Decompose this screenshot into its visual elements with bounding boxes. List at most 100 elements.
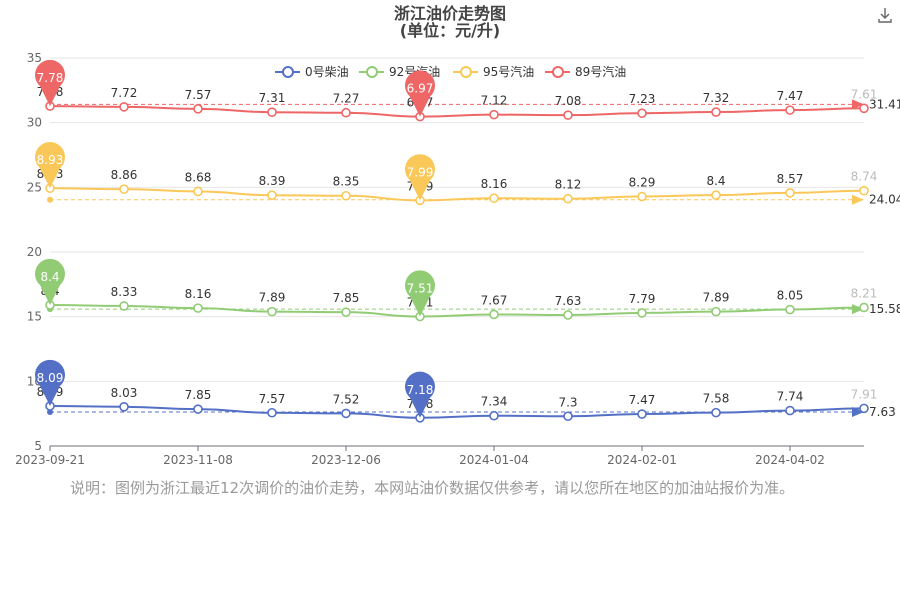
data-point bbox=[859, 403, 869, 414]
data-label: 7.34 bbox=[481, 395, 508, 409]
data-point bbox=[267, 407, 277, 418]
average-start-dot bbox=[47, 196, 53, 203]
data-point bbox=[711, 190, 721, 200]
min-pin-shape bbox=[404, 70, 435, 117]
y-tick-label: 35 bbox=[27, 51, 42, 65]
max-pin-label: 8.09 bbox=[37, 371, 64, 385]
average-arrow bbox=[852, 406, 864, 417]
data-point bbox=[637, 308, 647, 318]
data-label: 8.74 bbox=[851, 170, 878, 184]
data-label: 8.35 bbox=[333, 175, 360, 189]
data-point bbox=[785, 304, 795, 315]
min-pin-label: 7.99 bbox=[407, 165, 434, 179]
data-label: 7.74 bbox=[777, 390, 804, 404]
data-point bbox=[193, 404, 203, 414]
data-label: 7.23 bbox=[629, 92, 656, 106]
legend-marker bbox=[366, 66, 378, 78]
min-pin: 7.51 bbox=[404, 270, 435, 317]
data-label: 8.05 bbox=[777, 289, 804, 303]
legend-item[interactable]: 95号汽油 bbox=[453, 64, 534, 79]
chart-subtitle: (单位：元/升) bbox=[399, 21, 501, 40]
data-label: 7.63 bbox=[555, 294, 582, 308]
data-label: 7.27 bbox=[333, 92, 360, 106]
data-point bbox=[859, 185, 869, 196]
data-point bbox=[119, 301, 129, 311]
data-point bbox=[193, 186, 203, 197]
min-pin-shape bbox=[404, 371, 435, 418]
min-pin: 7.99 bbox=[404, 154, 435, 201]
data-label: 7.57 bbox=[259, 392, 286, 406]
min-pin-shape bbox=[404, 154, 435, 201]
data-point bbox=[859, 103, 869, 114]
data-label: 8.03 bbox=[111, 386, 138, 400]
data-point bbox=[489, 109, 499, 120]
data-point bbox=[193, 303, 203, 313]
data-point bbox=[563, 110, 573, 120]
data-label: 7.58 bbox=[703, 392, 730, 406]
data-label: 7.72 bbox=[111, 86, 138, 100]
y-tick-label: 25 bbox=[27, 180, 42, 194]
x-tick-label: 2024-04-02 bbox=[755, 453, 825, 467]
footnote: 说明：图例为浙江最近12次调价的油价走势，本网站油价数据仅供参考，请以您所在地区… bbox=[70, 479, 795, 497]
data-label: 7.08 bbox=[555, 94, 582, 108]
max-pin-label: 8.4 bbox=[40, 270, 59, 284]
data-label: 7.32 bbox=[703, 91, 730, 105]
data-point bbox=[267, 306, 277, 317]
max-pin-label: 8.93 bbox=[37, 153, 64, 167]
data-label: 8.21 bbox=[851, 286, 878, 300]
data-label: 7.67 bbox=[481, 293, 508, 307]
max-pin-shape bbox=[35, 359, 65, 407]
legend-marker bbox=[460, 66, 472, 78]
legend-item[interactable]: 0号柴油 bbox=[275, 65, 349, 79]
data-point bbox=[341, 408, 351, 419]
average-label: 15.58 bbox=[869, 302, 900, 316]
data-label: 7.85 bbox=[333, 291, 360, 305]
data-point bbox=[785, 405, 795, 416]
data-point bbox=[193, 104, 203, 114]
data-point bbox=[637, 108, 647, 119]
legend-item[interactable]: 89号汽油 bbox=[545, 64, 626, 79]
series-line bbox=[49, 187, 865, 202]
data-label: 7.91 bbox=[851, 387, 878, 401]
data-label: 8.4 bbox=[706, 174, 725, 188]
data-point bbox=[785, 188, 795, 198]
average-label: 7.63 bbox=[869, 405, 896, 419]
series-line bbox=[49, 105, 865, 118]
y-tick-label: 30 bbox=[27, 116, 42, 130]
x-tick-label: 2023-12-06 bbox=[311, 453, 381, 467]
data-point bbox=[563, 310, 573, 320]
min-pin-label: 7.51 bbox=[407, 282, 434, 296]
data-label: 8.57 bbox=[777, 172, 804, 186]
data-label: 7.47 bbox=[629, 393, 656, 407]
data-point bbox=[119, 402, 129, 412]
x-tick-label: 2023-11-08 bbox=[163, 453, 233, 467]
y-tick-label: 15 bbox=[27, 310, 42, 324]
average-arrow bbox=[852, 99, 864, 110]
x-tick-label: 2024-02-01 bbox=[607, 453, 677, 467]
data-label: 7.3 bbox=[558, 395, 577, 409]
average-arrow bbox=[852, 194, 864, 205]
average-label: 24.04 bbox=[869, 193, 900, 207]
data-label: 7.52 bbox=[333, 392, 360, 406]
data-label: 7.57 bbox=[185, 88, 212, 102]
y-tick-label: 5 bbox=[34, 439, 42, 453]
data-point bbox=[711, 306, 721, 317]
data-label: 8.33 bbox=[111, 285, 138, 299]
data-label: 8.68 bbox=[185, 170, 212, 184]
min-pin-shape bbox=[404, 270, 435, 317]
data-point bbox=[711, 407, 721, 418]
data-point bbox=[267, 190, 277, 201]
data-point bbox=[489, 410, 499, 421]
x-tick-label: 2024-01-04 bbox=[459, 453, 529, 467]
max-pin-shape bbox=[35, 258, 65, 306]
legend-label: 95号汽油 bbox=[483, 64, 534, 79]
max-pin-label: 7.78 bbox=[37, 71, 64, 85]
data-label: 7.89 bbox=[703, 291, 730, 305]
legend-marker bbox=[282, 66, 294, 78]
y-tick-label: 20 bbox=[27, 245, 42, 259]
download-icon[interactable] bbox=[876, 6, 894, 24]
legend-marker bbox=[552, 66, 564, 78]
data-point bbox=[563, 411, 573, 422]
